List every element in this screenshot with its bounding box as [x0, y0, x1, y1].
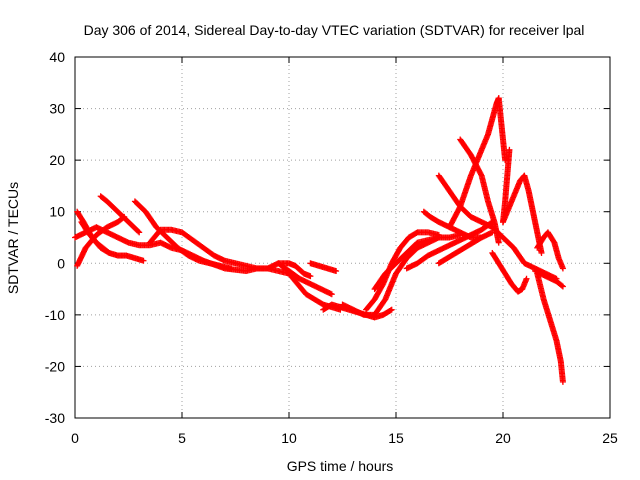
y-tick-label: -30 — [45, 410, 65, 426]
series-arc3 — [131, 198, 235, 272]
series-arc10 — [307, 260, 340, 275]
data-points — [72, 95, 566, 385]
y-axis-label: SDTVAR / TECUs — [5, 182, 21, 294]
x-tick-label: 5 — [178, 430, 186, 446]
data-point — [105, 249, 112, 256]
y-tick-label: 0 — [57, 255, 65, 271]
data-point — [328, 291, 335, 298]
data-point — [307, 273, 314, 280]
data-point — [478, 234, 485, 241]
data-point — [435, 234, 442, 241]
data-point — [523, 275, 530, 282]
series-arc13 — [363, 229, 442, 313]
series-arc17 — [435, 234, 485, 267]
x-tick-label: 15 — [388, 430, 404, 446]
y-tick-label: 20 — [49, 152, 65, 168]
series-arc23 — [489, 249, 530, 295]
series-arc2 — [146, 226, 292, 277]
data-point — [140, 257, 147, 264]
data-point — [388, 306, 395, 313]
data-point — [136, 229, 143, 236]
series-arc24 — [500, 172, 545, 256]
x-axis-label: GPS time / hours — [287, 458, 394, 474]
series-arc26 — [534, 270, 566, 385]
series-arc25 — [534, 229, 566, 272]
y-tick-label: 10 — [49, 204, 65, 220]
x-tick-label: 25 — [602, 430, 618, 446]
x-tick-label: 0 — [71, 430, 79, 446]
data-point — [495, 239, 502, 246]
data-point — [558, 282, 565, 289]
y-tick-label: 40 — [49, 49, 65, 65]
y-tick-label: -20 — [45, 358, 65, 374]
series-arc19 — [457, 136, 502, 246]
data-point — [559, 265, 566, 272]
series-arc8 — [275, 260, 335, 298]
data-point — [106, 249, 113, 256]
series-arc18 — [435, 172, 560, 282]
data-point — [135, 228, 142, 235]
series-arc21 — [495, 95, 509, 164]
series-arc27 — [532, 268, 566, 290]
chart-title: Day 306 of 2014, Sidereal Day-to-day VTE… — [84, 22, 585, 38]
x-tick-label: 20 — [495, 430, 511, 446]
data-point — [559, 378, 566, 385]
series-arc22 — [500, 146, 513, 226]
x-axis-ticks: 0 5 10 15 20 25 — [71, 57, 618, 446]
series-arc7 — [78, 219, 113, 256]
x-tick-label: 10 — [281, 430, 297, 446]
y-tick-label: 30 — [49, 101, 65, 117]
data-point — [538, 249, 545, 256]
data-point — [333, 268, 340, 275]
series-arc6 — [97, 193, 143, 236]
y-axis-ticks: -30 -20 -10 0 10 20 30 40 — [45, 49, 610, 426]
series-arc14 — [371, 234, 442, 293]
y-tick-label: -10 — [45, 307, 65, 323]
data-point — [559, 283, 566, 290]
data-point — [228, 265, 235, 272]
